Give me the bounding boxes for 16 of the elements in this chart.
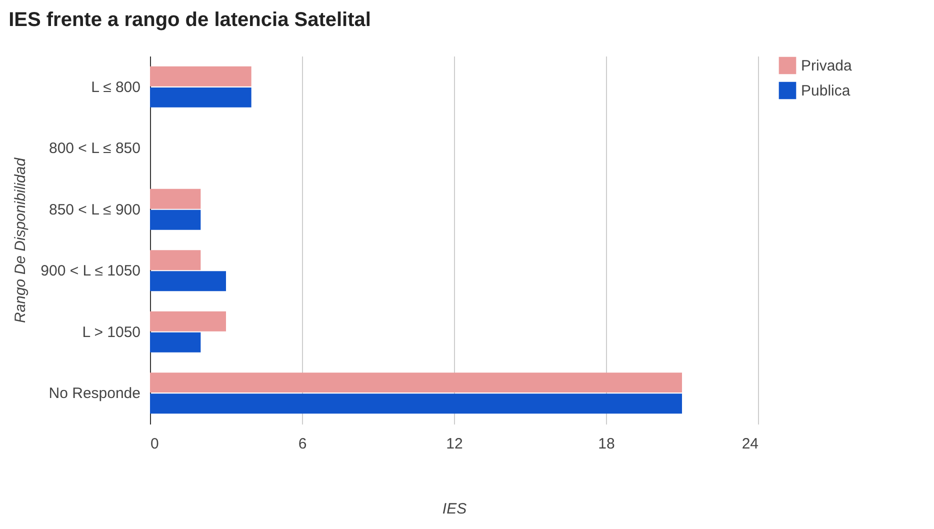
x-tick-label: 0: [150, 436, 159, 452]
y-tick-label: L ≤ 800: [91, 78, 140, 96]
y-tick-label: No Responde: [48, 385, 140, 402]
x-tick-label: 12: [446, 436, 463, 452]
x-tick-label: 24: [742, 436, 758, 452]
y-tick-label: 800 < L ≤ 850: [48, 140, 140, 158]
y-tick-label: L > 1050: [82, 324, 140, 341]
legend-label: Privada: [801, 58, 853, 74]
x-tick-label: 6: [298, 436, 307, 452]
x-tick-label: 18: [598, 436, 615, 452]
chart-title: IES frente a rango de latencia Satelital: [8, 9, 371, 31]
y-axis-title: Rango De Disponibilidad: [12, 157, 30, 324]
y-tick-label: 900 < L ≤ 1050: [40, 262, 140, 280]
legend-label: Publica: [801, 82, 851, 100]
x-axis-title: IES: [442, 500, 467, 518]
y-tick-label: 850 < L ≤ 900: [48, 201, 140, 218]
